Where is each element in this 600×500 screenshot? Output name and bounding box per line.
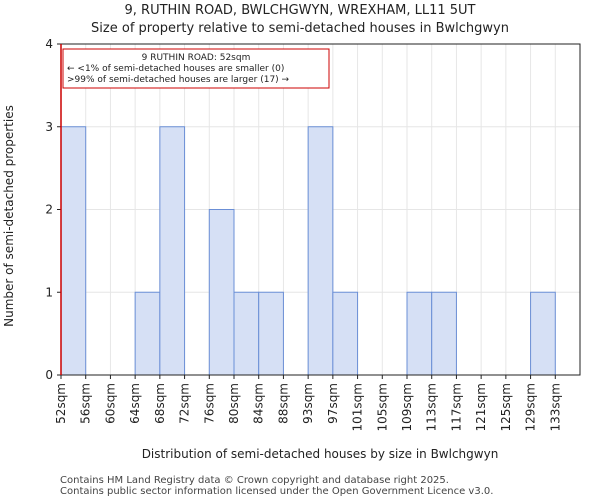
chart-title: 9, RUTHIN ROAD, BWLCHGWYN, WREXHAM, LL11…: [125, 3, 476, 18]
y-tick-label: 1: [45, 285, 53, 299]
y-tick-label: 3: [45, 120, 53, 134]
bar-68sqm: [159, 126, 186, 376]
chart-subtitle: Size of property relative to semi-detach…: [91, 21, 509, 36]
x-tick-label: 72sqm: [178, 383, 192, 424]
x-tick-label: 109sqm: [400, 383, 414, 431]
footer-line-2: Contains public sector information licen…: [60, 486, 493, 497]
bar-97sqm: [332, 291, 359, 376]
footer-line-1: Contains HM Land Registry data © Crown c…: [60, 475, 449, 486]
annotation-line-larger: >99% of semi-detached houses are larger …: [67, 75, 290, 85]
y-tick-label: 0: [45, 368, 53, 382]
annotation-line-smaller: ← <1% of semi-detached houses are smalle…: [67, 64, 284, 74]
bar-84sqm: [258, 291, 284, 376]
annotation-frame: [62, 48, 330, 89]
x-tick-label: 80sqm: [227, 383, 241, 424]
bar-109sqm: [406, 291, 433, 376]
x-tick-label: 125sqm: [499, 383, 513, 431]
y-tick-label: 2: [45, 203, 53, 217]
x-tick-label: 97sqm: [326, 383, 340, 424]
bar-80sqm: [233, 291, 260, 376]
x-tick-label: 68sqm: [153, 383, 167, 424]
x-tick-label: 60sqm: [103, 383, 117, 424]
bar-93sqm: [307, 126, 334, 376]
bar-52sqm: [60, 126, 87, 376]
x-tick-label: 88sqm: [276, 383, 290, 424]
y-tick-label: 4: [45, 37, 53, 51]
x-tick-label: 129sqm: [524, 383, 538, 431]
bar-64sqm: [134, 291, 161, 376]
y-axis-label: Number of semi-detached properties: [2, 105, 16, 327]
bar-76sqm: [208, 209, 235, 376]
x-ticks: 52sqm 56sqm 60sqm 64sqm 68sqm 72sqm 76sqm 80sqm…: [54, 375, 562, 431]
bar-113sqm: [431, 291, 457, 376]
x-tick-label: 56sqm: [79, 383, 93, 424]
annotation-box: 9 RUTHIN ROAD: 52sqm ← <1% of semi-detac…: [62, 48, 330, 89]
x-tick-label: 101sqm: [351, 383, 365, 431]
x-tick-label: 52sqm: [54, 383, 68, 424]
x-tick-label: 64sqm: [128, 383, 142, 424]
x-tick-label: 76sqm: [202, 383, 216, 424]
x-tick-label: 121sqm: [474, 383, 488, 431]
x-axis-label: Distribution of semi-detached houses by …: [142, 447, 499, 461]
x-tick-label: 105sqm: [375, 383, 389, 431]
x-tick-label: 133sqm: [548, 383, 562, 431]
x-tick-label: 113sqm: [425, 383, 439, 431]
x-tick-label: 117sqm: [449, 383, 463, 431]
x-tick-label: 84sqm: [252, 383, 266, 424]
y-ticks: 0 1 2 3 4: [45, 37, 61, 382]
bar-129sqm: [530, 291, 556, 376]
annotation-line-property: 9 RUTHIN ROAD: 52sqm: [142, 53, 251, 63]
x-tick-label: 93sqm: [301, 383, 315, 424]
